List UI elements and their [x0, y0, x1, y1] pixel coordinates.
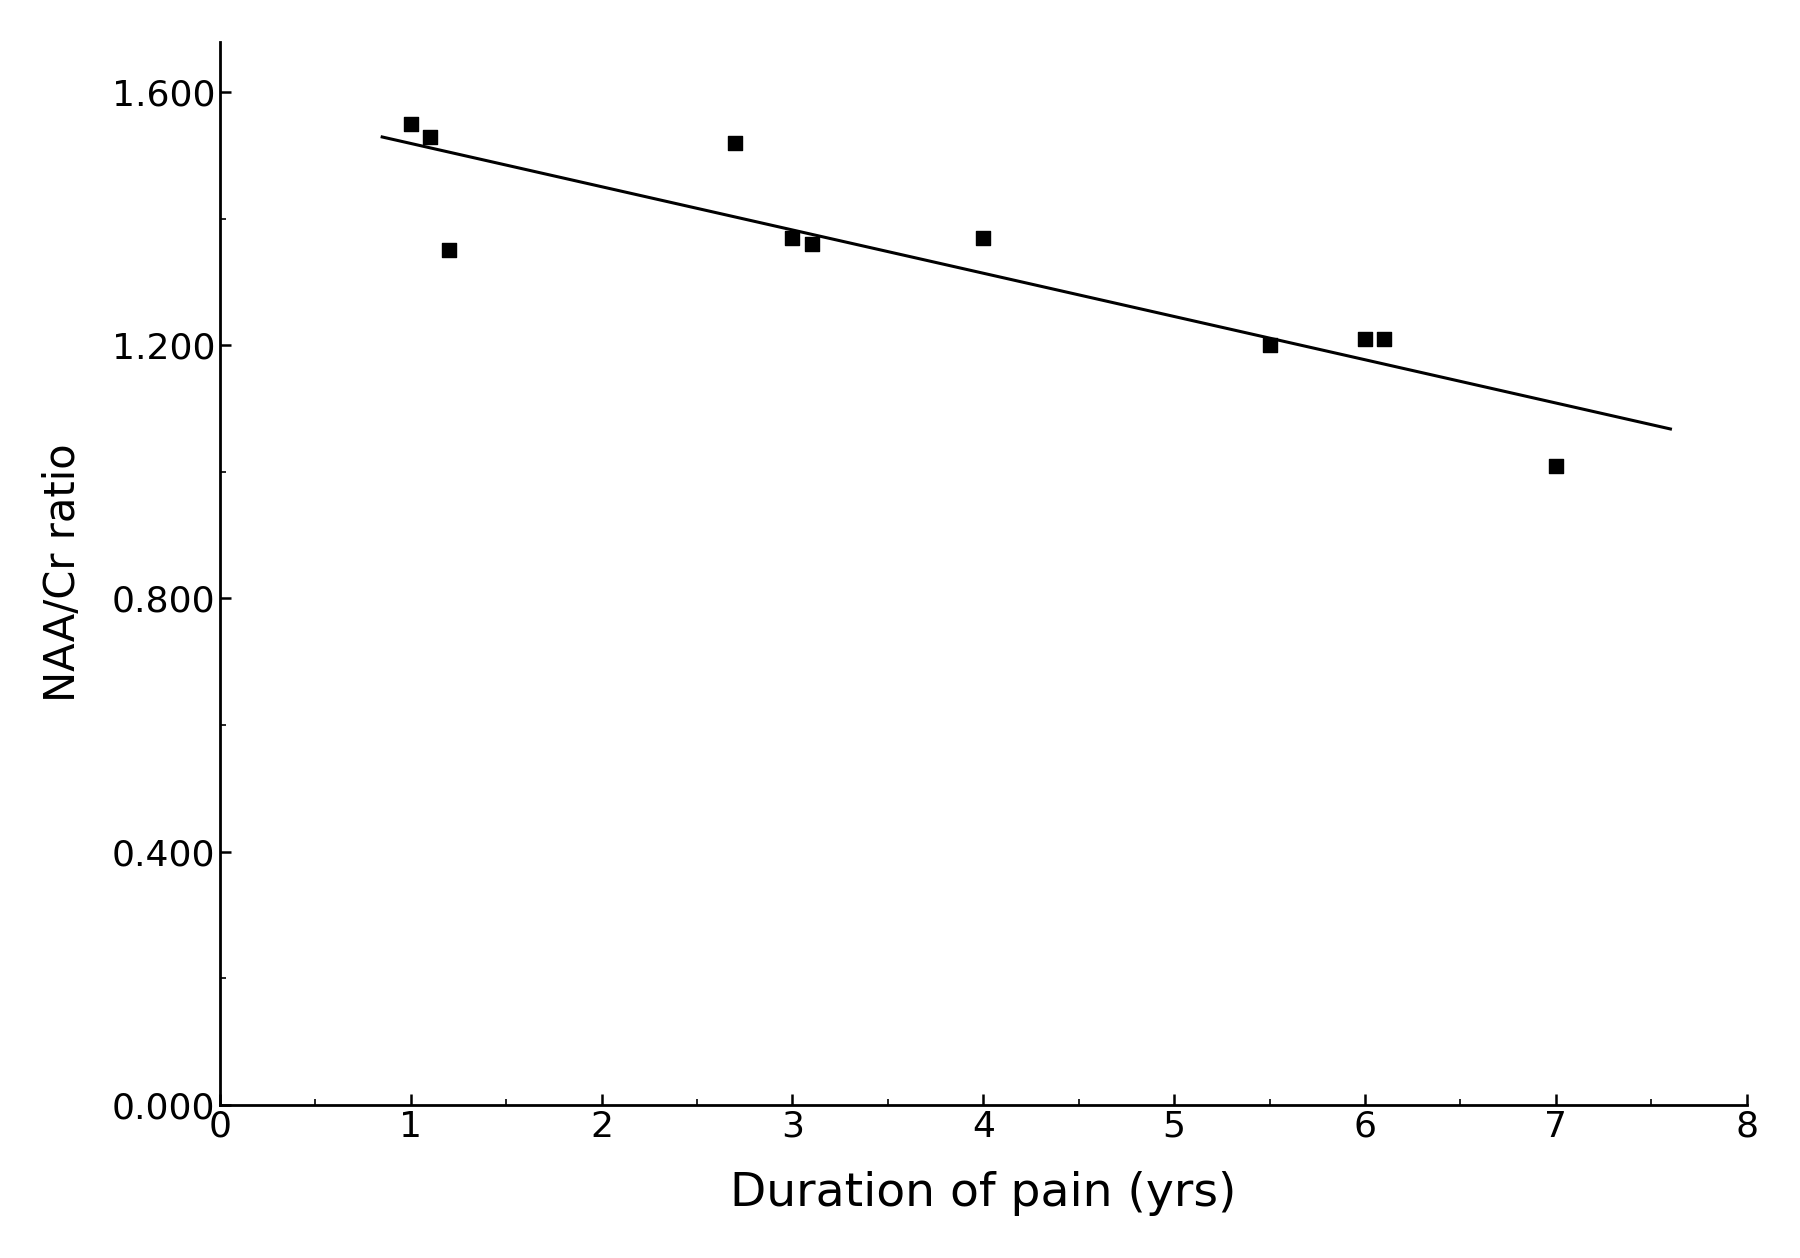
Point: [1255, 336, 1283, 356]
Point: [968, 228, 997, 248]
Point: [778, 228, 806, 248]
Point: [396, 114, 425, 135]
Point: [1541, 455, 1570, 476]
Y-axis label: NAA/Cr ratio: NAA/Cr ratio: [41, 444, 83, 702]
Point: [720, 133, 749, 153]
Point: [416, 127, 445, 147]
X-axis label: Duration of pain (yrs): Duration of pain (yrs): [731, 1171, 1237, 1216]
Point: [434, 240, 463, 260]
Point: [797, 234, 826, 254]
Point: [1370, 330, 1399, 350]
Point: [1350, 330, 1379, 350]
